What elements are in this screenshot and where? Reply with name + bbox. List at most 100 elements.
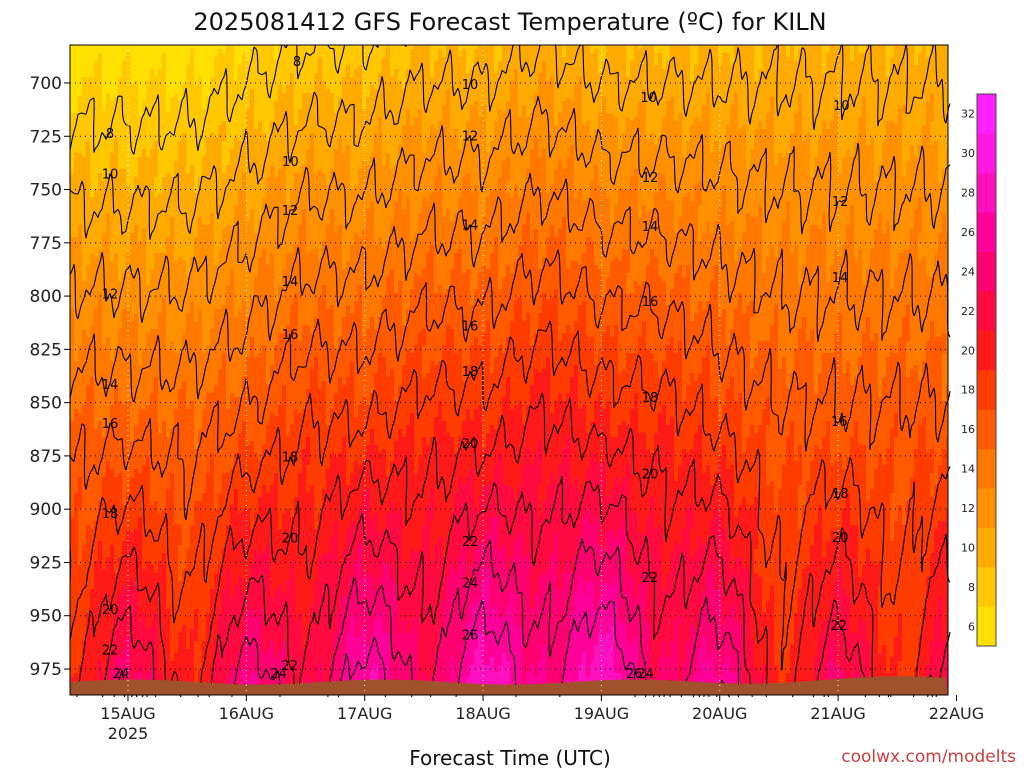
field-cell bbox=[766, 97, 771, 102]
field-cell bbox=[74, 53, 79, 58]
field-cell bbox=[186, 105, 191, 110]
field-cell bbox=[258, 45, 263, 50]
field-cell bbox=[346, 53, 351, 58]
field-cell bbox=[218, 57, 223, 62]
field-cell bbox=[586, 77, 591, 82]
field-cell bbox=[358, 61, 363, 66]
field-cell bbox=[478, 97, 483, 102]
field-cell bbox=[162, 77, 167, 82]
field-cell bbox=[394, 77, 399, 82]
field-cell bbox=[534, 45, 539, 50]
field-cell bbox=[246, 101, 251, 106]
field-cell bbox=[94, 69, 99, 74]
field-cell bbox=[386, 73, 391, 78]
field-cell bbox=[166, 45, 171, 50]
field-cell bbox=[506, 45, 511, 50]
field-cell bbox=[518, 101, 523, 106]
field-cell bbox=[226, 65, 231, 70]
field-cell bbox=[158, 85, 163, 90]
field-cell bbox=[282, 73, 287, 78]
field-cell bbox=[222, 53, 227, 58]
field-cell bbox=[538, 53, 543, 58]
field-cell bbox=[174, 69, 179, 74]
field-cell bbox=[194, 89, 199, 94]
field-cell bbox=[910, 61, 915, 66]
field-cell bbox=[398, 69, 403, 74]
field-cell bbox=[550, 93, 555, 98]
field-cell bbox=[894, 57, 899, 62]
field-cell bbox=[586, 61, 591, 66]
field-cell bbox=[850, 85, 855, 90]
field-cell bbox=[862, 45, 867, 50]
field-cell bbox=[410, 57, 415, 62]
field-cell bbox=[870, 69, 875, 74]
field-cell bbox=[630, 61, 635, 66]
field-cell bbox=[766, 45, 771, 50]
field-cell bbox=[594, 85, 599, 90]
field-cell bbox=[782, 85, 787, 90]
field-cell bbox=[866, 77, 871, 82]
field-cell bbox=[790, 61, 795, 66]
field-cell bbox=[398, 77, 403, 82]
field-cell bbox=[458, 45, 463, 50]
field-cell bbox=[714, 89, 719, 94]
field-cell bbox=[722, 65, 727, 70]
field-cell bbox=[290, 89, 295, 94]
field-cell bbox=[618, 45, 623, 50]
field-cell bbox=[190, 97, 195, 102]
field-cell bbox=[514, 69, 519, 74]
field-cell bbox=[82, 89, 87, 94]
field-cell bbox=[766, 57, 771, 62]
field-cell bbox=[926, 45, 931, 50]
field-cell bbox=[282, 93, 287, 98]
field-cell bbox=[838, 69, 843, 74]
field-cell bbox=[842, 89, 847, 94]
field-cell bbox=[170, 65, 175, 70]
field-cell bbox=[170, 45, 175, 50]
field-cell bbox=[934, 89, 939, 94]
field-cell bbox=[862, 85, 867, 90]
field-cell bbox=[114, 49, 119, 54]
field-cell bbox=[134, 57, 139, 62]
field-cell bbox=[750, 73, 755, 78]
field-cell bbox=[906, 73, 911, 78]
field-cell bbox=[530, 93, 535, 98]
field-cell bbox=[166, 57, 171, 62]
field-cell bbox=[98, 61, 103, 66]
field-cell bbox=[674, 45, 679, 50]
field-cell bbox=[458, 73, 463, 78]
field-cell bbox=[814, 61, 819, 66]
field-cell bbox=[866, 73, 871, 78]
field-cell bbox=[854, 77, 859, 82]
field-cell bbox=[854, 81, 859, 86]
field-cell bbox=[242, 57, 247, 62]
field-cell bbox=[886, 65, 891, 70]
field-cell bbox=[578, 49, 583, 54]
field-cell bbox=[490, 85, 495, 90]
field-cell bbox=[726, 61, 731, 66]
field-cell bbox=[562, 77, 567, 82]
field-cell bbox=[102, 85, 107, 90]
field-cell bbox=[914, 57, 919, 62]
field-cell bbox=[198, 49, 203, 54]
field-cell bbox=[918, 45, 923, 50]
field-cell bbox=[322, 49, 327, 54]
field-cell bbox=[614, 93, 619, 98]
field-cell bbox=[894, 81, 899, 86]
field-cell bbox=[834, 81, 839, 86]
field-cell bbox=[414, 45, 419, 50]
field-cell bbox=[150, 61, 155, 66]
field-cell bbox=[546, 53, 551, 58]
field-cell bbox=[862, 77, 867, 82]
field-cell bbox=[938, 69, 943, 74]
field-cell bbox=[770, 85, 775, 90]
field-cell bbox=[502, 45, 507, 50]
field-cell bbox=[238, 65, 243, 70]
field-cell bbox=[174, 77, 179, 82]
field-cell bbox=[198, 105, 203, 110]
field-cell bbox=[290, 49, 295, 54]
field-cell bbox=[218, 105, 223, 110]
field-cell bbox=[794, 101, 799, 106]
field-cell bbox=[186, 69, 191, 74]
field-cell bbox=[354, 69, 359, 74]
